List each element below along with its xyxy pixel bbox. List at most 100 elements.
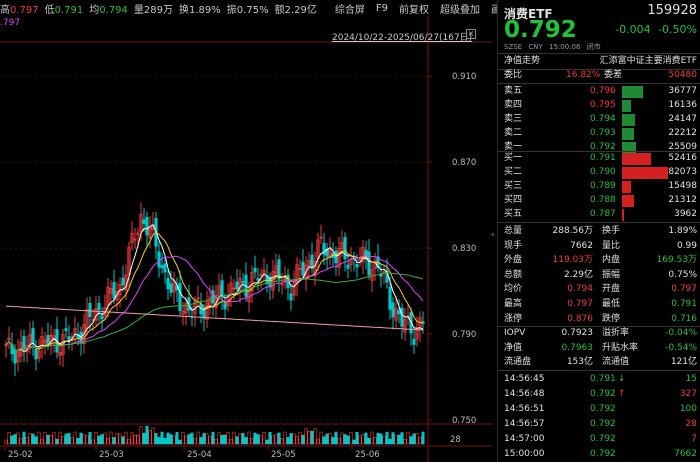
kline-chart[interactable]: 0.910 0.870 0.830 0.790 0.750 28 25-02 25-03 25-… — [0, 0, 492, 462]
volume-bar — [253, 432, 257, 445]
tick-volume: 327 — [679, 389, 697, 399]
stat-value: 0.797 — [567, 299, 593, 309]
level-price: 0.795 — [590, 100, 616, 110]
stat-label: 换手 — [602, 226, 621, 236]
close-icon[interactable]: × — [466, 29, 476, 39]
ma60-line — [5, 272, 424, 351]
avg-value: 0.794 — [99, 4, 128, 16]
volume-bar — [91, 439, 95, 445]
volume-bar — [376, 433, 380, 445]
menu-f9[interactable]: F9 — [375, 2, 388, 14]
candle-body — [400, 307, 404, 327]
order-level-row[interactable]: 卖三 0.794 24147 — [498, 112, 700, 127]
candle-body — [337, 248, 341, 268]
order-level-row[interactable]: 买一 0.791 52416 — [498, 151, 700, 166]
volume-bar — [73, 431, 77, 445]
volume-bar — [196, 431, 200, 445]
volume-bar — [64, 433, 68, 445]
volume-bar — [337, 438, 341, 445]
volume-bar — [403, 438, 407, 445]
stat-row: 净值 0.7963 升贴水率 -0.54% — [498, 341, 700, 356]
stat-value: 1.89% — [668, 226, 697, 236]
volume-bar — [124, 431, 128, 445]
level-volume: 36777 — [668, 86, 697, 96]
candle-body — [304, 264, 308, 280]
candle-body — [10, 344, 14, 355]
ma10-line — [5, 231, 424, 351]
stat-label: 均价 — [504, 284, 523, 295]
menu-adjust[interactable]: 前复权 — [398, 4, 429, 16]
stat-row: 现手 7662 量比 0.99 — [498, 239, 700, 254]
nav-row[interactable]: 净值走势 汇添富中证主要消费ETF — [498, 54, 700, 69]
candle-body — [280, 283, 284, 286]
volume-bar — [163, 437, 167, 445]
volume-bar — [190, 432, 194, 445]
order-level-row[interactable]: 买四 0.788 21312 — [498, 193, 700, 208]
candle-body — [208, 296, 212, 308]
volume-bar — [52, 432, 56, 445]
candle-body — [370, 269, 374, 281]
turnover-label: 换 — [179, 4, 190, 16]
divider — [498, 69, 700, 70]
order-level-row[interactable]: 卖二 0.793 22212 — [498, 126, 700, 141]
tick-row: 15:00:00 0.792 7662 — [498, 447, 700, 462]
volume-bar — [250, 437, 254, 445]
volume-bar — [154, 433, 158, 445]
order-level-row[interactable]: 卖五 0.796 36777 — [498, 84, 700, 99]
market-meta: SZSE CNY 15:00:06 闭市 — [504, 42, 605, 52]
order-level-row[interactable]: 买五 0.787 3962 — [498, 207, 700, 222]
order-level-row[interactable]: 买二 0.790 82073 — [498, 165, 700, 180]
tick-price: 0.792 — [590, 419, 616, 429]
nav-trend-tab[interactable]: 净值走势 — [504, 56, 541, 66]
volume-bar — [46, 434, 50, 445]
volume-bar — [184, 435, 188, 445]
amount-value: 2.29亿 — [284, 4, 317, 16]
volume-bar — [28, 433, 32, 445]
level-volume: 25509 — [668, 142, 697, 152]
level-volume: 22212 — [668, 128, 697, 138]
candle-body — [232, 287, 236, 290]
ma120-line — [5, 305, 424, 331]
quote-summary-bar: 高0.797 低0.791 均0.794 量289万 换1.89% 振0.75%… — [0, 0, 561, 16]
volume-bar — [205, 433, 209, 445]
date-axis-label: 25-04 — [187, 450, 212, 460]
volume-bar — [4, 439, 8, 445]
menu-overlay[interactable]: 超级叠加 — [439, 4, 480, 16]
volume-bar — [232, 431, 236, 445]
candle-body — [43, 339, 47, 344]
stat-value: -0.04% — [665, 328, 697, 338]
tick-row: 14:56:48 0.792 ↑ 327 — [498, 387, 700, 402]
high-value: 0.797 — [10, 4, 39, 16]
stat-label: 量比 — [602, 240, 621, 251]
kline-chart-panel[interactable]: 0.910 0.870 0.830 0.790 0.750 28 25-02 25-03 25-… — [0, 0, 561, 462]
change-pct: -0.50% — [658, 23, 697, 36]
stat-row: 最高 0.797 最低 0.791 — [498, 297, 700, 312]
volume-bar — [223, 434, 227, 445]
candle-body — [346, 264, 350, 269]
candle-body — [274, 265, 278, 275]
candle-body — [253, 267, 257, 273]
menu-overview[interactable]: 综合屏 — [334, 4, 365, 16]
volume-bar — [244, 437, 248, 445]
stat-label: 流通盘 — [504, 357, 532, 368]
order-level-row[interactable]: 卖四 0.795 16136 — [498, 98, 700, 113]
volume-bar — [97, 435, 101, 445]
candle-body — [235, 281, 239, 290]
candle-body — [289, 293, 293, 301]
candle-body — [319, 236, 323, 239]
order-level-row[interactable]: 买三 0.789 15498 — [498, 179, 700, 194]
candle-body — [187, 297, 191, 311]
date-axis-label: 25-05 — [271, 450, 296, 460]
candle-body — [313, 260, 317, 275]
date-range-label[interactable]: 2024/10/22-2025/06/27(167日) — [332, 33, 473, 43]
volume-bar — [382, 436, 386, 445]
collapse-arrow-icon[interactable]: ‹ — [491, 230, 495, 240]
ma20-line — [5, 255, 424, 351]
volume-bar — [316, 438, 320, 445]
candle-body — [130, 232, 134, 243]
level-volume-bar — [622, 181, 631, 193]
stat-label: 内盘 — [602, 255, 621, 266]
volume-bar — [262, 431, 266, 445]
candle-body — [28, 334, 32, 349]
stat-label: 最高 — [504, 299, 523, 309]
